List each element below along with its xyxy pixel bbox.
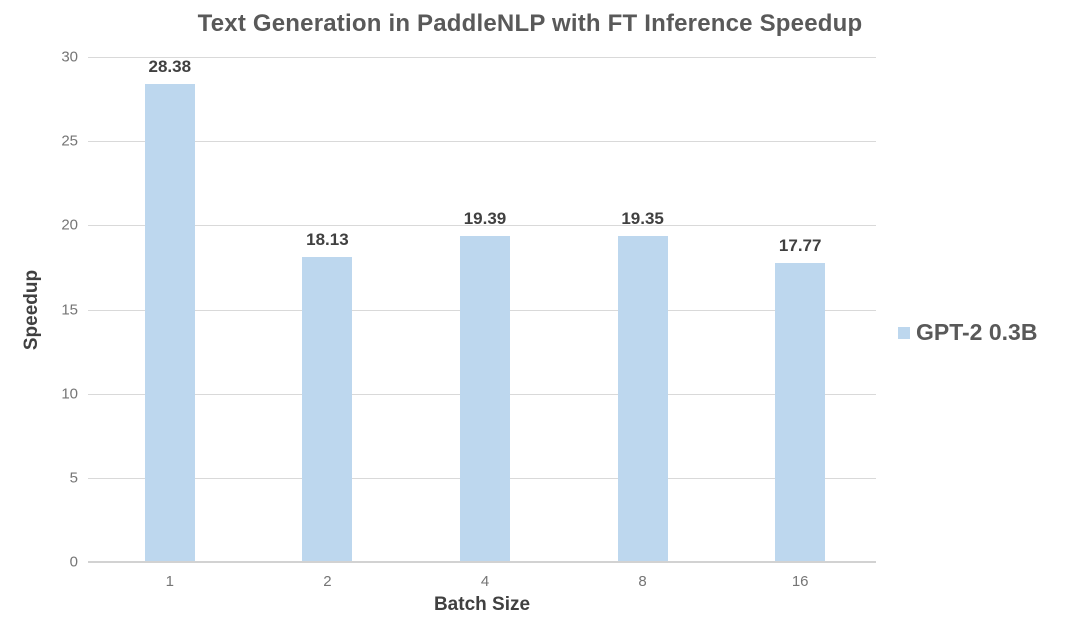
gridline	[88, 225, 876, 227]
y-tick-label: 5	[69, 469, 78, 487]
y-tick-label: 20	[61, 216, 78, 234]
bar-value-label: 28.38	[148, 57, 192, 77]
y-tick-label: 10	[61, 385, 78, 403]
x-tick-label: 8	[638, 573, 647, 590]
bar	[460, 235, 510, 562]
y-tick-label: 0	[69, 553, 78, 571]
x-tick-label: 4	[480, 573, 490, 590]
legend-label: GPT-2 0.3B	[916, 319, 1038, 345]
bar	[775, 262, 826, 562]
y-tick-label: 25	[61, 132, 78, 150]
x-axis-line	[88, 561, 876, 563]
x-axis-title: Batch Size	[433, 594, 531, 615]
bar-value-label: 17.77	[778, 235, 822, 255]
y-axis-title: Speedup	[21, 269, 42, 351]
bar-value-label: 18.13	[306, 229, 349, 249]
y-tick-label: 30	[61, 48, 78, 66]
bar	[617, 236, 668, 562]
gridline	[88, 141, 876, 143]
bar-value-label: 19.35	[621, 209, 664, 229]
plot-area: 28.38 18.13 19.39 19.35 17.77	[88, 57, 876, 563]
legend-marker-icon	[898, 326, 910, 339]
bar	[302, 256, 353, 562]
bar-value-label: 19.39	[463, 208, 507, 228]
gridline	[88, 57, 876, 58]
x-tick-label: 2	[323, 573, 332, 590]
x-tick-label: 1	[165, 573, 174, 590]
legend: GPT-2 0.3B	[898, 319, 1037, 346]
bar	[144, 84, 195, 562]
y-tick-label: 15	[61, 301, 78, 318]
chart-title: Text Generation in PaddleNLP with FT Inf…	[197, 10, 863, 37]
x-tick-label: 16	[791, 573, 809, 590]
